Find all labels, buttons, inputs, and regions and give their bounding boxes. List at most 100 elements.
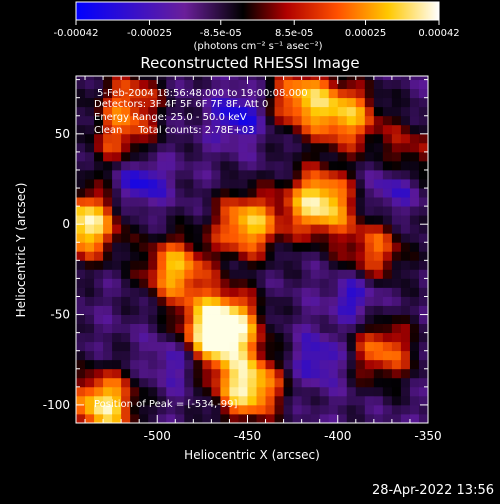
heatmap-cell <box>274 350 284 361</box>
heatmap-cell <box>265 350 275 361</box>
heatmap-cell <box>337 79 348 90</box>
heatmap-cell <box>94 395 104 406</box>
heatmap-cell <box>364 79 375 90</box>
heatmap-cell <box>175 260 185 270</box>
heatmap-cell <box>94 151 104 162</box>
heatmap-cell <box>85 206 95 216</box>
heatmap-cell <box>220 296 230 306</box>
heatmap-cell <box>364 269 375 279</box>
heatmap-cell <box>103 133 113 144</box>
heatmap-cell <box>112 215 122 225</box>
heatmap-cell <box>328 215 339 225</box>
heatmap-cell <box>310 386 321 397</box>
heatmap-cell <box>112 133 122 144</box>
heatmap-cell <box>76 332 86 343</box>
heatmap-cell <box>148 179 158 189</box>
heatmap-cell <box>130 260 140 270</box>
heatmap-cell <box>391 160 402 171</box>
heatmap-cell <box>112 278 122 288</box>
heatmap-cell <box>202 413 212 423</box>
heatmap-cell <box>328 160 339 171</box>
heatmap-cell <box>229 151 239 162</box>
heatmap-cell <box>364 395 375 406</box>
heatmap-cell <box>184 224 194 234</box>
heatmap-cell <box>409 197 420 207</box>
heatmap-cell <box>391 124 402 135</box>
heatmap-cell <box>211 404 221 415</box>
heatmap-cell <box>130 88 140 99</box>
heatmap-cell <box>202 242 212 252</box>
heatmap-cell <box>220 251 230 261</box>
heatmap-cell <box>139 305 149 315</box>
heatmap-cell <box>94 260 104 270</box>
heatmap-cell <box>139 124 149 135</box>
heatmap-cell <box>283 278 294 288</box>
heatmap-cell <box>220 224 230 234</box>
x-tick-label: -350 <box>414 429 441 443</box>
heatmap-cell <box>409 377 420 388</box>
heatmap-cell <box>328 404 339 415</box>
heatmap-cell <box>328 115 339 126</box>
heatmap-cell <box>391 350 402 361</box>
heatmap-cell <box>220 368 230 379</box>
heatmap-cell <box>247 278 257 288</box>
heatmap-cell <box>355 97 366 108</box>
heatmap-cell <box>274 88 284 99</box>
heatmap-cell <box>211 269 221 279</box>
heatmap-cell <box>247 314 257 324</box>
heatmap-cell <box>121 179 131 189</box>
heatmap-cell <box>220 79 230 90</box>
heatmap-cell <box>139 188 149 198</box>
y-tick-label: -100 <box>43 398 70 412</box>
heatmap-cell <box>301 314 312 324</box>
heatmap-cell <box>175 278 185 288</box>
heatmap-cell <box>382 287 393 297</box>
heatmap-cell <box>382 386 393 397</box>
heatmap-cell <box>364 151 375 162</box>
heatmap-cell <box>238 305 248 315</box>
heatmap-cell <box>292 242 303 252</box>
heatmap-cell <box>238 233 248 243</box>
heatmap-cell <box>103 197 113 207</box>
heatmap-cell <box>112 106 122 117</box>
heatmap-cell <box>103 386 113 397</box>
heatmap-cell <box>202 206 212 216</box>
heatmap-cell <box>130 269 140 279</box>
heatmap-cell <box>112 395 122 406</box>
heatmap-cell <box>76 341 86 352</box>
heatmap-cell <box>256 287 266 297</box>
heatmap-cell <box>382 323 393 334</box>
heatmap-cell <box>364 242 375 252</box>
heatmap-cell <box>292 115 303 126</box>
heatmap-cell <box>139 197 149 207</box>
heatmap-cell <box>121 386 131 397</box>
y-tick-label: -50 <box>50 308 70 322</box>
heatmap-cell <box>103 224 113 234</box>
heatmap-cell <box>418 88 428 99</box>
heatmap-cell <box>400 251 411 261</box>
heatmap-cell <box>391 179 402 189</box>
heatmap-cell <box>112 314 122 324</box>
heatmap-cell <box>400 278 411 288</box>
heatmap-cell <box>139 179 149 189</box>
heatmap-cell <box>130 169 140 180</box>
heatmap-cell <box>364 160 375 171</box>
heatmap-cell <box>301 395 312 406</box>
heatmap-cell <box>364 305 375 315</box>
heatmap-cell <box>310 404 321 415</box>
heatmap-cell <box>193 395 203 406</box>
heatmap-cell <box>157 413 167 423</box>
heatmap-cell <box>76 88 86 99</box>
heatmap-cell <box>274 242 284 252</box>
heatmap-cell <box>148 368 158 379</box>
heatmap-cell <box>193 215 203 225</box>
heatmap-cell <box>193 305 203 315</box>
heatmap-cell <box>175 133 185 144</box>
heatmap-cell <box>301 296 312 306</box>
heatmap-cell <box>94 287 104 297</box>
heatmap-cell <box>301 142 312 153</box>
heatmap-cell <box>247 76 257 81</box>
heatmap-cell <box>310 215 321 225</box>
heatmap-cell <box>121 115 131 126</box>
colorbar: -0.00042 -0.00025 -8.5e-05 8.5e-05 0.00025 0.… <box>54 1 460 52</box>
